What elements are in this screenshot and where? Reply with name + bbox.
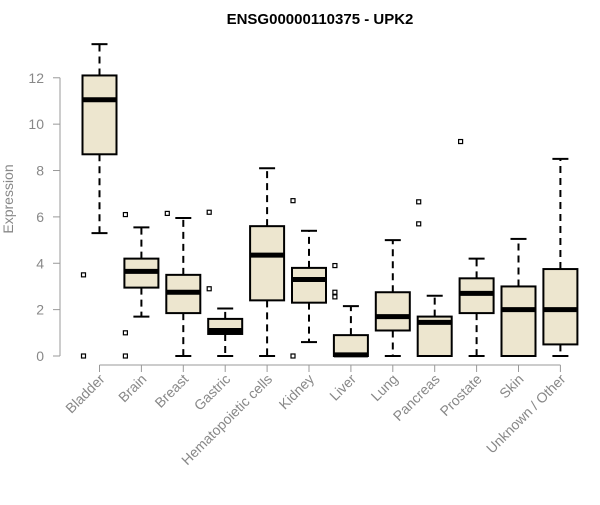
outlier-point — [332, 294, 338, 300]
box-liver — [332, 262, 369, 358]
outlier-point — [458, 138, 464, 145]
x-tick-label: Lung — [368, 371, 401, 404]
x-tick-label: Pancreas — [390, 371, 443, 424]
y-tick-label: 0 — [36, 348, 44, 364]
box-skin — [500, 237, 537, 358]
y-tick-label: 6 — [36, 209, 44, 225]
box-pancreas — [416, 199, 453, 357]
x-tick-label: Prostate — [437, 371, 485, 419]
box-prostate — [458, 138, 495, 357]
box-brain — [122, 211, 160, 359]
box-gastric — [206, 209, 244, 357]
x-tick-label: Liver — [326, 371, 359, 404]
x-tick-label: Unknown / Other — [483, 371, 569, 457]
y-axis-label: Expression — [0, 164, 16, 233]
x-tick-label: Bladder — [62, 371, 108, 417]
iqr-box — [249, 225, 286, 302]
y-tick-label: 12 — [28, 70, 44, 86]
outlier-point — [416, 199, 422, 205]
outlier-point — [290, 198, 296, 204]
box-breast — [164, 210, 202, 357]
box-unknown-other — [542, 157, 579, 357]
iqr-box — [81, 74, 118, 156]
box-hematopoietic-cells — [249, 167, 286, 357]
outlier-point — [206, 209, 212, 215]
boxes — [80, 43, 579, 359]
outlier-point — [80, 353, 87, 359]
x-tick-label: Breast — [151, 371, 191, 411]
x-tick-label: Kidney — [276, 371, 318, 413]
iqr-box — [291, 266, 327, 304]
outlier-point — [332, 262, 338, 269]
outlier-point — [80, 272, 87, 278]
outlier-point — [122, 330, 129, 336]
iqr-box — [374, 291, 411, 332]
outlier-point — [122, 211, 129, 218]
y-tick-label: 10 — [28, 116, 44, 132]
chart-title: ENSG00000110375 - UPK2 — [227, 11, 414, 28]
x-tick-label: Brain — [115, 371, 149, 405]
box-bladder — [80, 43, 118, 359]
outlier-point — [416, 221, 422, 227]
iqr-box — [542, 268, 579, 346]
outlier-point — [122, 353, 129, 359]
y-tick-label: 4 — [36, 255, 44, 271]
outlier-point — [332, 289, 338, 295]
y-tick-label: 2 — [36, 302, 44, 318]
box-kidney — [290, 198, 327, 359]
iqr-box — [500, 285, 537, 358]
x-tick-label: Skin — [496, 371, 527, 402]
outlier-point — [206, 286, 212, 292]
y-tick-label: 8 — [36, 163, 44, 179]
outlier-point — [164, 210, 170, 217]
outlier-point — [290, 353, 296, 359]
box-lung — [374, 239, 411, 357]
y-axis: 0 2 4 6 8 10 12 — [28, 70, 61, 364]
